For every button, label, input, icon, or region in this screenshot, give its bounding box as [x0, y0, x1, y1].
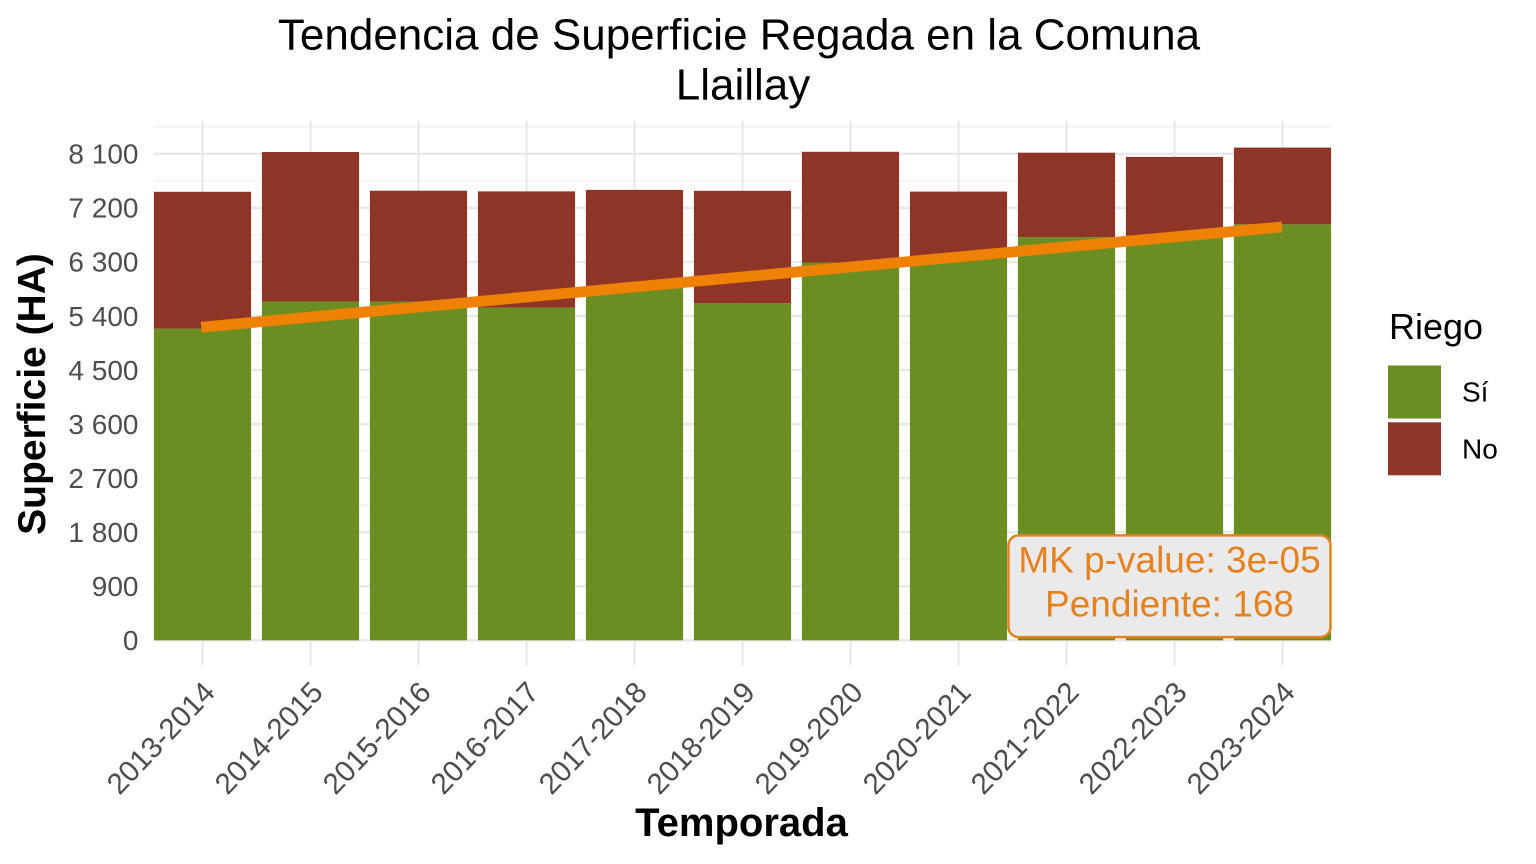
svg-text:6 300: 6 300	[68, 247, 138, 278]
svg-text:900: 900	[92, 571, 139, 602]
svg-text:7 200: 7 200	[68, 193, 138, 224]
svg-text:No: No	[1462, 434, 1498, 465]
svg-text:2 700: 2 700	[68, 463, 138, 494]
svg-text:Sí: Sí	[1462, 377, 1489, 408]
svg-text:1 800: 1 800	[68, 517, 138, 548]
svg-text:4 500: 4 500	[68, 355, 138, 386]
svg-text:Llaillay: Llaillay	[676, 61, 811, 110]
svg-text:Tendencia de Superficie Regada: Tendencia de Superficie Regada en la Com…	[278, 11, 1201, 60]
svg-text:Pendiente: 168: Pendiente: 168	[1045, 584, 1294, 625]
svg-text:Temporada: Temporada	[635, 801, 848, 845]
svg-text:0: 0	[123, 625, 139, 656]
svg-text:MK p-value: 3e-05: MK p-value: 3e-05	[1018, 540, 1320, 581]
svg-text:8 100: 8 100	[68, 139, 138, 170]
svg-text:Superficie (HA): Superficie (HA)	[11, 253, 54, 535]
svg-text:Riego: Riego	[1389, 306, 1483, 347]
svg-text:3 600: 3 600	[68, 409, 138, 440]
svg-text:5 400: 5 400	[68, 301, 138, 332]
